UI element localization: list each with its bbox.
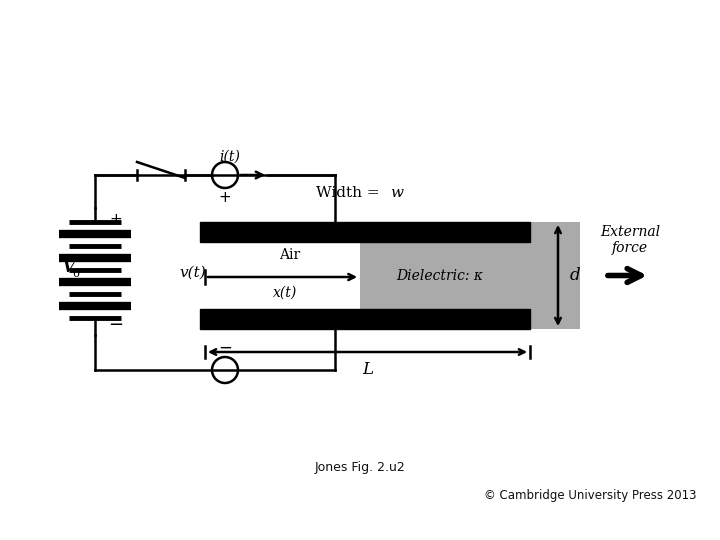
Text: x(t): x(t) bbox=[273, 286, 297, 300]
Text: Dielectric: κ: Dielectric: κ bbox=[397, 268, 484, 282]
Text: Air: Air bbox=[279, 248, 301, 262]
Text: −: − bbox=[109, 316, 124, 334]
Text: L: L bbox=[362, 361, 373, 377]
Text: External
force: External force bbox=[600, 225, 660, 255]
Text: v(t): v(t) bbox=[179, 266, 207, 280]
Text: 0: 0 bbox=[73, 269, 80, 279]
Text: Jones Fig. 2.u2: Jones Fig. 2.u2 bbox=[315, 462, 405, 475]
Text: +: + bbox=[109, 213, 122, 227]
Bar bbox=[200, 309, 530, 329]
Text: +: + bbox=[219, 191, 231, 206]
Text: Width =: Width = bbox=[317, 186, 385, 200]
Bar bbox=[360, 222, 580, 329]
Text: V: V bbox=[62, 261, 74, 275]
Text: © Cambridge University Press 2013: © Cambridge University Press 2013 bbox=[484, 489, 696, 503]
Text: w: w bbox=[390, 186, 403, 200]
Text: −: − bbox=[218, 339, 232, 357]
Text: d: d bbox=[570, 267, 580, 284]
Bar bbox=[200, 222, 530, 242]
Text: i(t): i(t) bbox=[220, 150, 240, 164]
